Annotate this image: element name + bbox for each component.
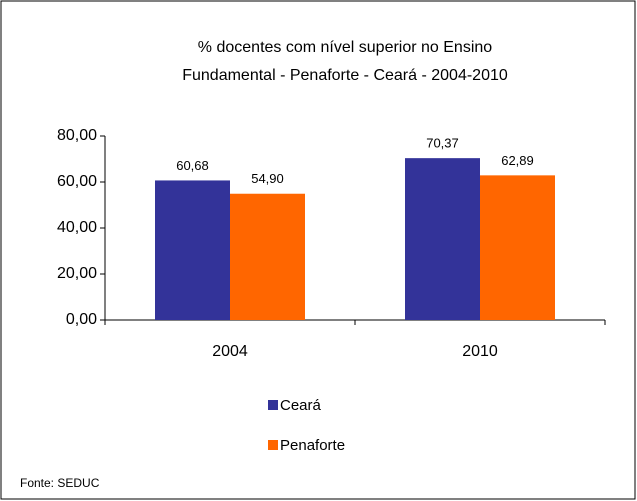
- bar: [480, 175, 555, 320]
- legend-swatch: [268, 440, 278, 450]
- bar: [155, 180, 230, 320]
- bar: [405, 158, 480, 320]
- legend-label: Penaforte: [280, 437, 345, 454]
- y-tick-label: 80,00: [57, 127, 97, 144]
- data-label: 60,68: [176, 158, 209, 173]
- bar: [230, 193, 305, 320]
- y-tick-label: 20,00: [57, 265, 97, 282]
- y-tick-label: 0,00: [66, 311, 97, 328]
- source-note: Fonte: SEDUC: [20, 476, 100, 490]
- legend-swatch: [268, 400, 278, 410]
- data-label: 54,90: [251, 171, 284, 186]
- legend-label: Ceará: [280, 397, 322, 414]
- x-tick-label: 2004: [212, 343, 248, 360]
- y-tick-label: 40,00: [57, 219, 97, 236]
- chart-title: % docentes com nível superior no Ensino: [198, 39, 492, 56]
- data-label: 62,89: [501, 153, 534, 168]
- chart-title: Fundamental - Penaforte - Ceará - 2004-2…: [182, 67, 508, 84]
- x-tick-label: 2010: [462, 343, 498, 360]
- y-tick-label: 60,00: [57, 173, 97, 190]
- data-label: 70,37: [426, 136, 459, 151]
